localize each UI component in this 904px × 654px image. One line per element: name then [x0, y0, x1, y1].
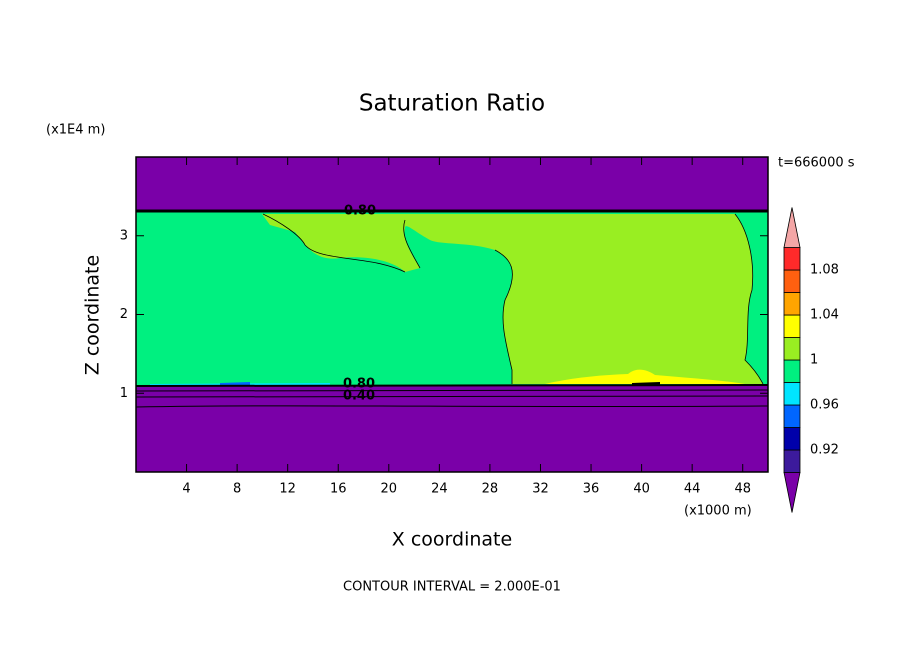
colorbar-band [783, 404, 801, 428]
contour-fill [220, 382, 250, 385]
x-tick-label: 24 [431, 482, 448, 497]
y-axis-label: Z coordinate [82, 255, 104, 375]
y-tick-label: 2 [120, 307, 128, 322]
contour-line [262, 213, 764, 385]
colorbar-tick-label: 0.92 [810, 443, 839, 458]
colorbar-tick-label: 1 [810, 353, 818, 368]
contour-fill [262, 214, 763, 384]
x-axis-label: X coordinate [392, 529, 512, 551]
contour-line [135, 395, 769, 398]
contour-label: 0.80 [344, 204, 376, 219]
colorbar-tick-label: 0.96 [810, 398, 839, 413]
chart-title: Saturation Ratio [359, 91, 545, 117]
y-unit-label: (x1E4 m) [46, 123, 105, 138]
x-tick-label: 48 [734, 482, 751, 497]
contour-field: 0.80 0.80 0.40 [135, 157, 769, 472]
x-tick-label: 12 [279, 482, 296, 497]
colorbar-band [783, 247, 801, 271]
y-tick-label: 3 [120, 228, 128, 243]
colorbar-band [783, 427, 801, 451]
contour-line [135, 384, 769, 387]
colorbar-band [783, 314, 801, 338]
contour-fill [545, 369, 745, 384]
x-tick-label: 36 [583, 482, 600, 497]
x-tick-label: 20 [381, 482, 398, 497]
colorbar-tick-label: 1.04 [810, 308, 839, 323]
contour-line [135, 389, 769, 392]
x-unit-label: (x1000 m) [684, 504, 752, 519]
x-tick-label: 4 [182, 482, 190, 497]
contour-label: 0.40 [343, 389, 375, 404]
footer: CONTOUR INTERVAL = 2.000E-01 [343, 580, 561, 595]
x-tick-label: 44 [684, 482, 701, 497]
colorbar-over [783, 207, 801, 248]
colorbar-under [783, 472, 801, 513]
x-tick-label: 32 [532, 482, 549, 497]
time-label: t=666000 s [778, 156, 855, 171]
x-tick-label: 16 [330, 482, 347, 497]
colorbar-band [783, 449, 801, 473]
contour-label: 0.80 [343, 377, 375, 392]
colorbar-band [783, 382, 801, 406]
x-tick-label: 40 [633, 482, 650, 497]
colorbar-band [783, 292, 801, 316]
x-tick-label: 8 [233, 482, 241, 497]
colorbar-tick-label: 1.08 [810, 263, 839, 278]
x-tick-label: 28 [482, 482, 499, 497]
y-tick-label: 1 [120, 386, 128, 401]
colorbar-band [783, 359, 801, 383]
contour-line [135, 405, 769, 408]
colorbar-band [783, 269, 801, 293]
colorbar-band [783, 337, 801, 361]
